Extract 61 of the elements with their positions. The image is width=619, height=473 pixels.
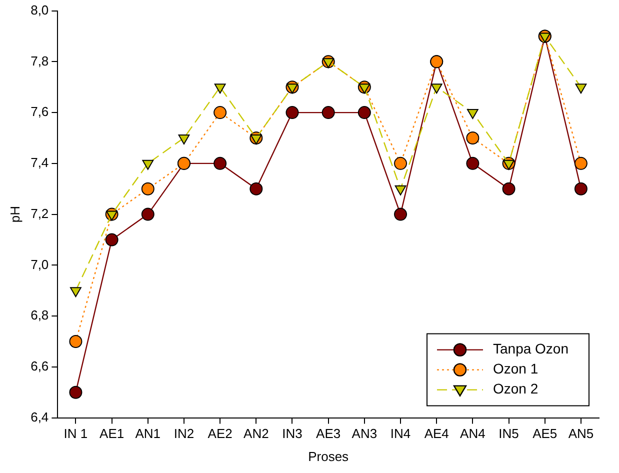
x-tick-label: AE3 bbox=[316, 426, 341, 442]
point bbox=[178, 134, 190, 144]
x-tick-label: AE1 bbox=[100, 426, 124, 442]
point bbox=[105, 233, 118, 246]
point bbox=[575, 84, 587, 94]
x-tick-label: IN4 bbox=[390, 426, 411, 442]
point bbox=[466, 156, 480, 170]
x-tick-label: IN3 bbox=[282, 426, 302, 442]
point bbox=[286, 84, 298, 94]
point bbox=[250, 134, 262, 144]
point bbox=[214, 106, 227, 120]
x-tick-label: AN1 bbox=[135, 426, 161, 442]
point bbox=[106, 210, 118, 221]
x-tick-label: IN 1 bbox=[64, 426, 88, 442]
x-tick-label: AE2 bbox=[208, 426, 232, 442]
x-tick-label: IN2 bbox=[174, 426, 194, 442]
x-axis-title: Proses bbox=[308, 448, 350, 464]
point bbox=[214, 156, 227, 170]
point bbox=[141, 208, 154, 221]
point bbox=[574, 182, 588, 196]
legend-label: Ozon 2 bbox=[493, 380, 538, 397]
y-tick-label: 7,6 bbox=[30, 104, 49, 120]
point bbox=[214, 84, 226, 94]
point bbox=[394, 208, 408, 221]
y-tick-label: 6,6 bbox=[30, 358, 49, 374]
point bbox=[69, 334, 82, 348]
y-tick-label: 7,8 bbox=[30, 53, 49, 68]
x-tick-label: AN3 bbox=[352, 426, 378, 442]
y-tick-label: 6,8 bbox=[30, 308, 49, 323]
legend-label: Ozon 1 bbox=[493, 360, 538, 377]
point bbox=[286, 106, 299, 120]
x-tick-label: AN4 bbox=[460, 426, 486, 442]
point bbox=[358, 84, 370, 94]
y-tick-label: 7,0 bbox=[30, 256, 49, 272]
point bbox=[358, 106, 371, 120]
y-axis-title: pH bbox=[7, 206, 22, 223]
legend-label: Tanpa Ozon bbox=[493, 340, 568, 357]
point bbox=[322, 58, 334, 68]
point bbox=[250, 182, 263, 196]
x-tick-label: AE5 bbox=[532, 426, 558, 442]
point bbox=[394, 185, 406, 196]
x-tick-label: AE4 bbox=[424, 426, 449, 442]
y-tick-label: 8,0 bbox=[30, 2, 49, 18]
y-tick-label: 7,2 bbox=[30, 206, 49, 221]
x-tick-label: AN2 bbox=[244, 426, 269, 442]
point bbox=[141, 182, 154, 196]
point bbox=[574, 156, 588, 170]
point bbox=[539, 32, 551, 43]
point bbox=[69, 386, 82, 399]
point bbox=[322, 106, 335, 120]
point bbox=[142, 160, 154, 170]
x-tick-label: AN5 bbox=[568, 426, 594, 442]
y-tick-label: 7,4 bbox=[30, 155, 49, 170]
point bbox=[466, 109, 478, 120]
x-tick-label: IN5 bbox=[498, 426, 519, 442]
y-tick-label: 6,4 bbox=[30, 409, 49, 424]
point bbox=[503, 160, 514, 170]
point bbox=[466, 131, 480, 144]
point bbox=[394, 156, 408, 170]
point bbox=[502, 182, 516, 196]
point bbox=[430, 84, 442, 94]
